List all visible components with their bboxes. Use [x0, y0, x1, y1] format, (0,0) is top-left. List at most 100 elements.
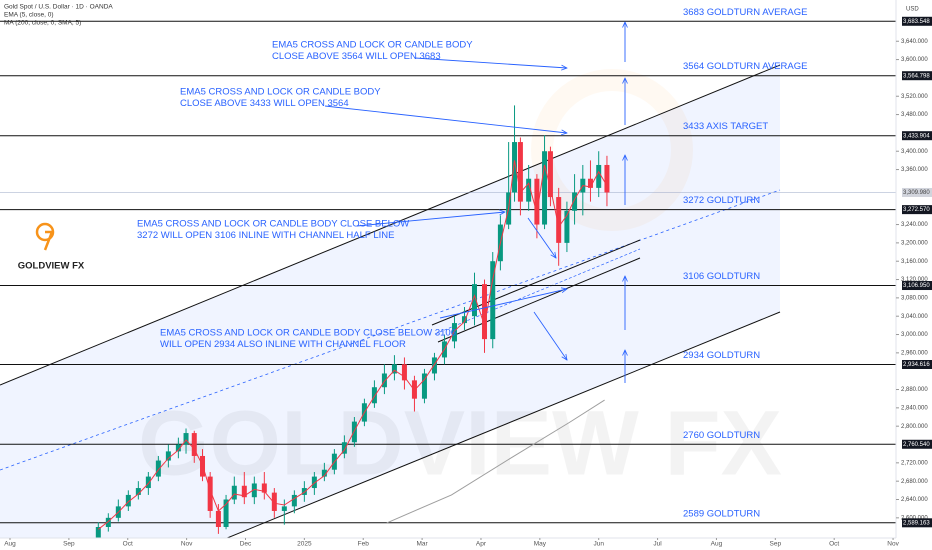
candle-body — [526, 178, 532, 202]
inner-channel-bottom — [437, 257, 641, 343]
candle-body — [564, 210, 570, 243]
y-tick-label: 3,360.000 — [901, 167, 928, 173]
annotation: EMA5 CROSS AND LOCK OR CANDLE BODY CLOSE… — [137, 219, 409, 230]
candle-body — [191, 433, 197, 456]
arrow — [324, 105, 567, 133]
y-tick-label: 3,240.000 — [901, 222, 928, 228]
price-label: 3,683.548 — [903, 19, 930, 25]
level-text: 3564 GOLDTURN AVERAGE — [683, 61, 807, 72]
candle-body — [431, 357, 437, 374]
arrows — [324, 22, 625, 383]
price-label: 3,106.950 — [903, 283, 930, 289]
candle-body — [411, 380, 417, 399]
price-label: 2,760.540 — [903, 442, 930, 448]
candle-body — [135, 488, 141, 495]
y-tick-label: 2,800.000 — [901, 424, 928, 430]
candle-body — [155, 460, 161, 477]
price-label-bg — [902, 518, 932, 528]
x-tick-label: Oct — [123, 541, 133, 548]
y-tick-label: 3,080.000 — [901, 295, 928, 301]
x-tick-label: Jul — [653, 541, 662, 548]
candle-body — [223, 499, 229, 528]
logo-icon — [43, 230, 54, 251]
y-tick-label: 2,640.000 — [901, 497, 928, 503]
candle-body — [542, 151, 548, 225]
price-label: 3,433.904 — [903, 133, 930, 139]
indicator-line — [97, 160, 608, 530]
x-tick-label: Nov — [887, 541, 899, 548]
x-tick-label: Mar — [416, 541, 428, 548]
candle-body — [145, 476, 151, 489]
x-tick-label: Nov — [181, 541, 193, 548]
annotation: EMA5 CROSS AND LOCK OR CANDLE BODY CLOSE… — [160, 328, 456, 339]
y-tick-label: 3,400.000 — [901, 149, 928, 155]
candle-body — [351, 421, 357, 443]
candle-body — [512, 142, 518, 193]
annotation: WILL OPEN 2934 ALSO INLINE WITH CHANNEL … — [160, 339, 406, 350]
annotation: EMA5 CROSS AND LOCK OR CANDLE BODY — [180, 87, 381, 98]
y-tick-label: 2,680.000 — [901, 479, 928, 485]
channel-top — [0, 64, 781, 386]
y-tick-label: 2,840.000 — [901, 405, 928, 411]
x-tick-label: Sep — [770, 541, 782, 548]
price-label-bg — [902, 281, 932, 291]
arrow — [414, 57, 567, 68]
current-price-label: 3,309.980 — [903, 190, 930, 196]
annotation: CLOSE ABOVE 3433 WILL OPEN 3564 — [180, 98, 349, 109]
y-tick-label: 3,000.000 — [901, 332, 928, 338]
candle-body — [381, 373, 387, 388]
y-tick-label: 2,720.000 — [901, 460, 928, 466]
y-tick-label: 2,880.000 — [901, 387, 928, 393]
candle-body — [534, 178, 540, 225]
y-tick-label: 3,640.000 — [901, 39, 928, 45]
y-tick-label: 3,160.000 — [901, 259, 928, 265]
x-tick-label: Feb — [358, 541, 370, 548]
arrow — [533, 311, 567, 360]
x-tick-label: Jun — [593, 541, 604, 548]
candle-body — [251, 483, 257, 498]
candle-body — [271, 492, 277, 511]
x-tick-label: Aug — [4, 541, 16, 548]
candle-body — [105, 517, 111, 528]
price-label-bg — [902, 16, 932, 26]
candle-body — [604, 164, 610, 193]
candle-body — [175, 444, 181, 452]
x-tick-label: May — [534, 541, 547, 548]
legend-entry: EMA (5, close, 0) — [4, 12, 54, 19]
plot-area — [0, 0, 896, 538]
candle-body — [311, 476, 317, 489]
price-label: 3,564.798 — [903, 73, 930, 79]
inner-channel-top — [431, 239, 641, 326]
level-text: 3433 AXIS TARGET — [683, 121, 768, 132]
logo-text: GOLDVIEW FX — [18, 261, 85, 272]
candle-body — [95, 527, 101, 539]
indicator-line — [386, 399, 605, 524]
candle-body — [401, 364, 407, 381]
candle-body — [291, 494, 297, 507]
level-text: 2760 GOLDTURN — [683, 430, 760, 441]
channel-floor — [209, 311, 781, 546]
candle-body — [125, 494, 131, 507]
channel-mid — [0, 189, 781, 471]
candle-body — [231, 485, 237, 500]
inner-channel-mid — [434, 248, 641, 335]
legend-entry: MA (200, close, 0, SMA, 5) — [4, 20, 81, 27]
x-tick-label: 2025 — [297, 541, 312, 548]
level-text: 3272 GOLDTURN — [683, 195, 760, 206]
x-tick-label: Oct — [829, 541, 839, 548]
candle-body — [215, 510, 221, 528]
arrow — [527, 217, 556, 258]
x-tick-label: Aug — [711, 541, 723, 548]
y-tick-label: 2,960.000 — [901, 350, 928, 356]
annotation: 3272 WILL OPEN 3106 INLINE WITH CHANNEL … — [137, 230, 394, 241]
candle-body — [517, 142, 523, 202]
price-label: 3,272.570 — [903, 207, 930, 213]
candle-body — [391, 364, 397, 374]
candle-body — [490, 261, 496, 340]
x-tick-label: Sep — [63, 541, 75, 548]
candle-body — [481, 284, 487, 340]
candle-body — [341, 442, 347, 454]
level-text: 3683 GOLDTURN AVERAGE — [683, 7, 807, 18]
annotation: EMA5 CROSS AND LOCK OR CANDLE BODY — [272, 40, 473, 51]
current-price-bg — [902, 187, 932, 197]
